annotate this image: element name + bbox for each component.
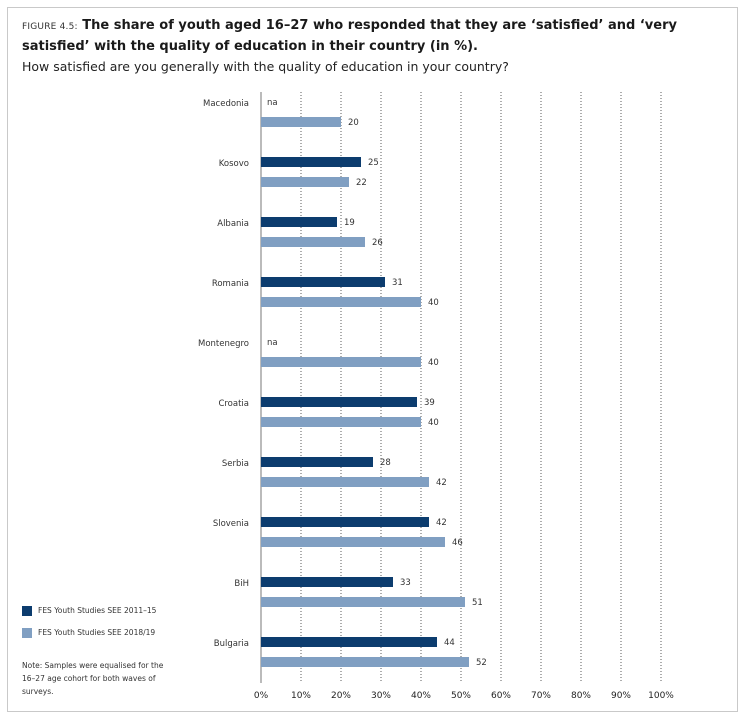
figure-frame bbox=[7, 7, 738, 712]
legend-label-2011: FES Youth Studies SEE 2011–15 bbox=[38, 606, 157, 615]
data-label: 28 bbox=[380, 458, 391, 468]
data-label: 20 bbox=[348, 118, 359, 128]
data-label: 52 bbox=[476, 658, 487, 668]
x-tick-label: 20% bbox=[331, 691, 351, 701]
category-label: Macedonia bbox=[203, 99, 249, 109]
data-label: 26 bbox=[372, 238, 383, 248]
x-tick-label: 100% bbox=[648, 691, 674, 701]
bar-2011 bbox=[261, 157, 361, 167]
figure-label: FIGURE 4.5: bbox=[22, 22, 78, 32]
missing-value-label: na bbox=[267, 98, 278, 108]
bar-2011 bbox=[261, 277, 385, 287]
chart-title: FIGURE 4.5: The share of youth aged 16–2… bbox=[22, 16, 712, 56]
data-label: 33 bbox=[400, 578, 411, 588]
data-label: 40 bbox=[428, 298, 439, 308]
x-tick-label: 70% bbox=[531, 691, 551, 701]
category-label: Slovenia bbox=[213, 519, 249, 529]
legend-item-2011: FES Youth Studies SEE 2011–15 bbox=[22, 604, 156, 617]
figure-title-text: The share of youth aged 16–27 who respon… bbox=[22, 18, 677, 54]
data-label: 42 bbox=[436, 518, 447, 528]
category-label: Croatia bbox=[218, 399, 249, 409]
bar-2011 bbox=[261, 217, 337, 227]
category-label: BiH bbox=[234, 579, 249, 589]
legend-label-2018: FES Youth Studies SEE 2018/19 bbox=[38, 628, 156, 637]
legend-swatch-2011 bbox=[22, 605, 32, 616]
category-label: Albania bbox=[217, 219, 249, 229]
x-tick-label: 30% bbox=[371, 691, 391, 701]
x-tick-label: 90% bbox=[611, 691, 631, 701]
chart-note: Note: Samples were equalised for the 16–… bbox=[22, 661, 164, 696]
data-label: 22 bbox=[356, 178, 367, 188]
data-label: 40 bbox=[428, 358, 439, 368]
x-tick-label: 50% bbox=[451, 691, 471, 701]
data-label: 44 bbox=[444, 638, 455, 648]
bar-2018 bbox=[261, 477, 429, 487]
bar-2018 bbox=[261, 117, 341, 127]
legend: FES Youth Studies SEE 2011–15 FES Youth … bbox=[22, 604, 156, 648]
data-label: 39 bbox=[424, 398, 435, 408]
legend-swatch-2018 bbox=[22, 627, 32, 638]
data-label: 19 bbox=[344, 218, 355, 228]
category-label: Serbia bbox=[222, 459, 249, 469]
bar-2018 bbox=[261, 237, 365, 247]
bar-2018 bbox=[261, 357, 421, 367]
bar-2018 bbox=[261, 297, 421, 307]
bar-2018 bbox=[261, 537, 445, 547]
category-label: Montenegro bbox=[198, 339, 249, 349]
x-tick-label: 40% bbox=[411, 691, 431, 701]
bar-2011 bbox=[261, 397, 417, 407]
bar-2011 bbox=[261, 517, 429, 527]
legend-item-2018: FES Youth Studies SEE 2018/19 bbox=[22, 626, 156, 639]
data-label: 25 bbox=[368, 158, 379, 168]
bar-2011 bbox=[261, 457, 373, 467]
bar-2018 bbox=[261, 657, 469, 667]
category-label: Bulgaria bbox=[214, 639, 249, 649]
bar-2011 bbox=[261, 637, 437, 647]
data-label: 31 bbox=[392, 278, 403, 288]
bar-2018 bbox=[261, 597, 465, 607]
x-tick-label: 80% bbox=[571, 691, 591, 701]
x-tick-label: 0% bbox=[254, 691, 269, 701]
data-label: 51 bbox=[472, 598, 483, 608]
data-label: 46 bbox=[452, 538, 463, 548]
bar-2011 bbox=[261, 577, 393, 587]
category-label: Kosovo bbox=[219, 159, 249, 169]
data-label: 40 bbox=[428, 418, 439, 428]
x-tick-label: 60% bbox=[491, 691, 511, 701]
data-label: 42 bbox=[436, 478, 447, 488]
missing-value-label: na bbox=[267, 338, 278, 348]
category-label: Romania bbox=[212, 279, 249, 289]
chart-subtitle: How satisfied are you generally with the… bbox=[22, 59, 509, 74]
bar-2018 bbox=[261, 177, 349, 187]
x-tick-label: 10% bbox=[291, 691, 311, 701]
bar-2018 bbox=[261, 417, 421, 427]
